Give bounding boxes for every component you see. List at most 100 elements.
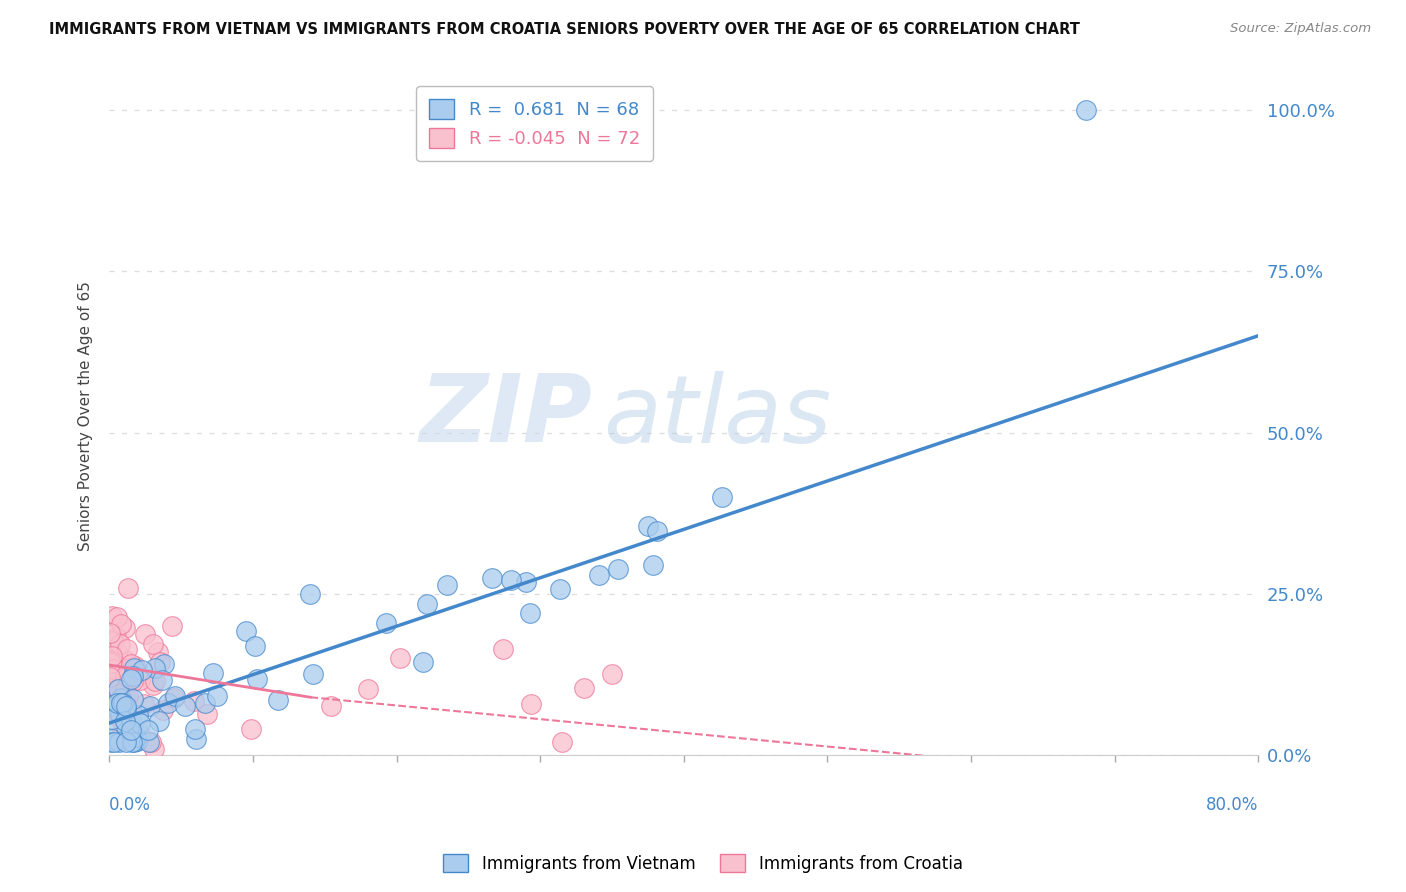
Point [240, 723, 263, 737]
Point [121, 674, 143, 689]
Point [1074, 103, 1097, 117]
Point [551, 735, 574, 749]
Point [125, 730, 148, 744]
Point [267, 693, 290, 707]
Point [111, 696, 134, 710]
Point [205, 689, 228, 703]
Point [120, 723, 142, 738]
Point [100, 656, 122, 670]
Point [110, 696, 132, 710]
Point [114, 714, 136, 728]
Point [183, 693, 205, 707]
Point [121, 669, 143, 683]
Point [134, 626, 156, 640]
Point [120, 657, 142, 672]
Point [114, 653, 136, 667]
Point [416, 597, 439, 611]
Point [114, 683, 136, 698]
Point [548, 582, 571, 597]
Point [110, 706, 132, 721]
Point [122, 724, 145, 739]
Point [107, 681, 129, 696]
Point [105, 679, 128, 693]
Point [115, 735, 138, 749]
Point [103, 697, 125, 711]
Point [501, 573, 523, 587]
Point [145, 661, 167, 675]
Point [163, 689, 186, 703]
Text: 80.0%: 80.0% [1206, 796, 1258, 814]
Point [107, 683, 129, 698]
Y-axis label: Seniors Poverty Over the Age of 65: Seniors Poverty Over the Age of 65 [79, 282, 93, 551]
Point [389, 651, 412, 665]
Point [298, 587, 321, 601]
Point [98, 649, 121, 664]
Text: 0.0%: 0.0% [110, 796, 150, 814]
Point [120, 672, 142, 686]
Point [139, 735, 162, 749]
Point [515, 574, 537, 589]
Point [101, 634, 124, 648]
Point [150, 673, 173, 687]
Point [101, 635, 124, 649]
Point [117, 689, 139, 703]
Point [98, 641, 121, 656]
Point [184, 723, 207, 737]
Legend: Immigrants from Vietnam, Immigrants from Croatia: Immigrants from Vietnam, Immigrants from… [437, 847, 969, 880]
Point [122, 735, 145, 749]
Point [104, 698, 127, 712]
Point [637, 519, 659, 533]
Point [246, 672, 269, 686]
Point [492, 642, 515, 657]
Point [572, 681, 595, 696]
Point [519, 697, 541, 711]
Point [107, 667, 129, 681]
Point [104, 630, 127, 644]
Point [98, 626, 121, 640]
Point [101, 731, 124, 746]
Point [121, 660, 143, 674]
Point [103, 735, 125, 749]
Point [114, 669, 136, 683]
Point [110, 617, 132, 632]
Point [143, 742, 166, 756]
Point [645, 524, 668, 539]
Point [195, 706, 218, 721]
Point [131, 663, 153, 677]
Point [132, 697, 155, 711]
Point [108, 732, 131, 747]
Point [321, 698, 343, 713]
Point [600, 666, 623, 681]
Point [481, 571, 503, 585]
Text: Source: ZipAtlas.com: Source: ZipAtlas.com [1230, 22, 1371, 36]
Point [107, 735, 129, 749]
Point [127, 708, 149, 723]
Point [98, 646, 121, 660]
Legend: R =  0.681  N = 68, R = -0.045  N = 72: R = 0.681 N = 68, R = -0.045 N = 72 [416, 87, 652, 161]
Point [588, 567, 610, 582]
Point [117, 582, 139, 596]
Point [117, 669, 139, 683]
Point [117, 642, 139, 657]
Point [235, 624, 257, 638]
Text: atlas: atlas [603, 371, 831, 462]
Point [107, 696, 129, 710]
Point [711, 490, 734, 504]
Point [125, 734, 148, 748]
Point [519, 606, 541, 620]
Point [128, 716, 150, 731]
Point [174, 698, 197, 713]
Point [115, 699, 138, 714]
Point [111, 723, 134, 738]
Point [148, 714, 170, 728]
Point [152, 657, 174, 672]
Point [105, 674, 128, 689]
Point [375, 616, 398, 631]
Point [111, 678, 134, 692]
Point [105, 645, 128, 659]
Point [607, 562, 630, 576]
Point [101, 608, 124, 623]
Point [105, 610, 128, 624]
Point [108, 637, 131, 651]
Point [107, 689, 129, 703]
